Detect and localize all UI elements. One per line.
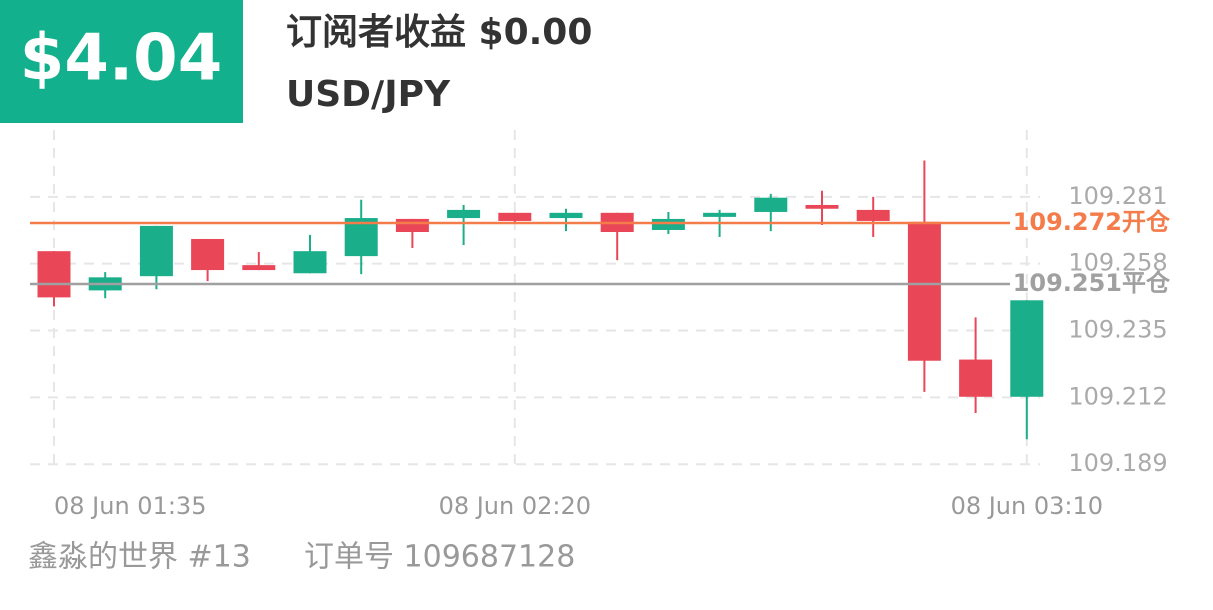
x-tick-label: 08 Jun 03:10 bbox=[951, 492, 1103, 520]
amount-box bbox=[0, 0, 243, 123]
candle-body bbox=[754, 197, 788, 212]
amount: $4.04 bbox=[20, 22, 222, 96]
reference-label: 109.251平仓 bbox=[1013, 269, 1171, 297]
order: 订单号 109687128 bbox=[304, 540, 575, 575]
y-tick-label: 109.189 bbox=[1068, 449, 1167, 477]
candle-body bbox=[498, 212, 532, 221]
reference-label: 109.272开仓 bbox=[1013, 208, 1171, 236]
candle-body bbox=[293, 251, 327, 274]
x-tick-label: 08 Jun 01:35 bbox=[54, 492, 206, 520]
y-tick-label: 109.212 bbox=[1068, 382, 1167, 410]
x-tick-label: 08 Jun 02:20 bbox=[439, 492, 591, 520]
candle-body bbox=[549, 212, 583, 219]
candle-body bbox=[395, 218, 429, 232]
candle-body bbox=[651, 218, 685, 230]
y-tick-label: 109.281 bbox=[1068, 182, 1167, 210]
candle-body bbox=[703, 212, 737, 217]
candle-body bbox=[37, 251, 71, 298]
user: 鑫淼的世界 #13 bbox=[28, 540, 251, 575]
y-tick-label: 109.235 bbox=[1068, 316, 1167, 344]
candle-body bbox=[242, 265, 276, 271]
candle-body bbox=[344, 218, 378, 257]
candle-body bbox=[907, 221, 941, 361]
candle-body bbox=[139, 225, 173, 277]
candle-body bbox=[959, 359, 993, 397]
y-tick-label: 109.258 bbox=[1068, 249, 1167, 277]
candle-body bbox=[856, 209, 890, 221]
candle-body bbox=[1010, 300, 1044, 397]
subtitle: USD/JPY bbox=[286, 74, 451, 115]
title: 订阅者收益 $0.00 bbox=[286, 12, 592, 53]
candle-body bbox=[805, 204, 839, 209]
candle-body bbox=[191, 238, 225, 271]
candle-body bbox=[447, 209, 481, 219]
